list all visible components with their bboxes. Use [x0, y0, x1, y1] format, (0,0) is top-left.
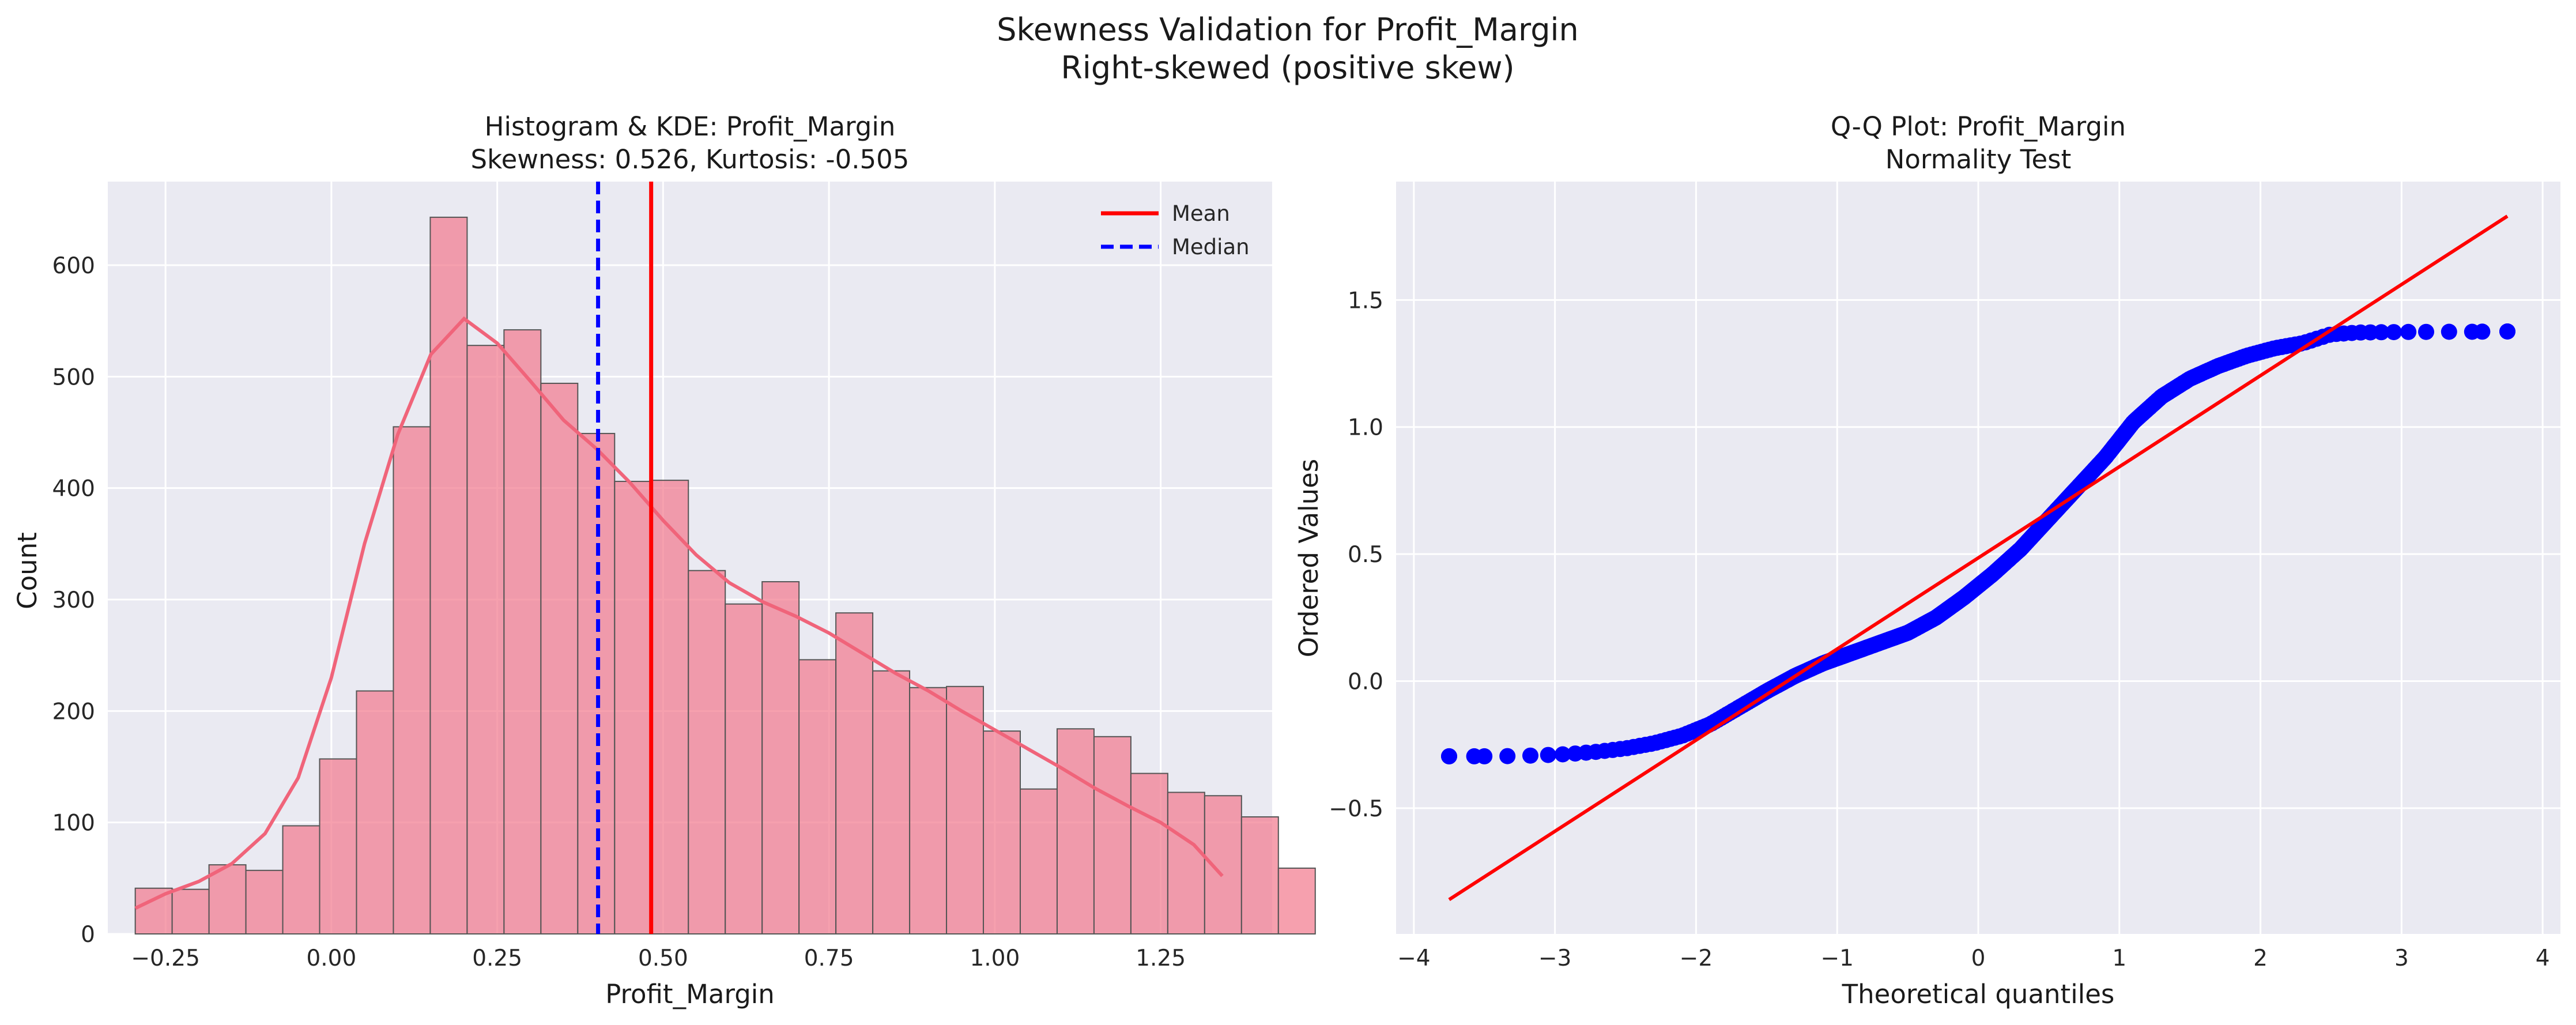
qq-x-tick-label: 1: [2112, 945, 2126, 971]
histogram-bar: [688, 570, 726, 934]
histogram-bar: [171, 888, 210, 934]
histogram-title-line-1: Histogram & KDE: Profit_Margin: [485, 111, 896, 142]
histogram-bar: [282, 825, 320, 935]
legend-mean-label: Mean: [1172, 201, 1230, 226]
qq-plot-panel: Q-Q Plot: Profit_Margin Normality Test T…: [1293, 111, 2560, 1009]
qq-x-tick-label: −2: [1680, 945, 1713, 971]
histogram-x-axis-label: Profit_Margin: [605, 979, 775, 1009]
histogram-bar: [1019, 788, 1058, 934]
histogram-bar: [319, 758, 357, 934]
histogram-x-tick-label: 0.00: [306, 945, 356, 971]
histogram-bar: [1056, 728, 1095, 935]
qq-x-tick-label: −4: [1397, 945, 1431, 971]
qq-title-line-2: Normality Test: [1885, 144, 2072, 175]
qq-y-axis-label: Ordered Values: [1293, 459, 1324, 657]
histogram-bar: [429, 216, 468, 934]
qq-point: [2441, 323, 2457, 340]
qq-x-tick-label: 2: [2253, 945, 2268, 971]
histogram-bar: [134, 887, 173, 934]
qq-x-tick-label: 4: [2536, 945, 2550, 971]
histogram-bars: [134, 216, 1316, 935]
qq-point: [2418, 323, 2434, 340]
qq-point: [2373, 324, 2390, 341]
histogram-bar: [725, 603, 763, 934]
histogram-bar: [393, 426, 431, 934]
qq-point: [1499, 748, 1516, 764]
histogram-bar: [503, 329, 542, 935]
histogram-bar: [1277, 867, 1316, 935]
histogram-bar: [909, 687, 948, 934]
histogram-x-tick-label: −0.25: [131, 945, 200, 971]
histogram-bar: [1167, 792, 1205, 935]
histogram-x-tick-label: 1.00: [970, 945, 1020, 971]
histogram-bar: [1093, 736, 1132, 935]
histogram-x-tick-label: 0.75: [804, 945, 854, 971]
histogram-bar: [872, 670, 911, 934]
qq-y-tick-label: 0.5: [1348, 542, 1383, 568]
histogram-bar: [1130, 772, 1168, 934]
histogram-bar: [1240, 816, 1279, 934]
qq-x-axis-label: Theoretical quantiles: [1842, 979, 2115, 1009]
qq-point: [1540, 747, 1556, 763]
histogram-x-tick-label: 1.25: [1136, 945, 1186, 971]
histogram-bar: [540, 382, 579, 934]
qq-point: [1441, 748, 1457, 764]
kde-curve: [134, 316, 1224, 910]
qq-fit-line: [1448, 214, 2509, 902]
qq-y-tick-label: 0.0: [1348, 669, 1383, 695]
qq-y-tick-label: −0.5: [1329, 796, 1383, 822]
histogram-legend: Mean Median: [1101, 201, 1250, 259]
histogram-bar: [614, 481, 653, 934]
reference-lines: [596, 182, 654, 934]
qq-point: [2385, 324, 2402, 341]
qq-point: [1476, 748, 1493, 764]
suptitle-line-1: Skewness Validation for Profit_Margin: [997, 12, 1578, 48]
qq-point: [2499, 323, 2515, 340]
histogram-bar: [356, 690, 394, 934]
histogram-y-tick-label: 100: [52, 811, 95, 836]
histogram-y-tick-label: 500: [52, 364, 95, 390]
qq-x-tick-label: 3: [2394, 945, 2409, 971]
histogram-x-tick-label: 0.25: [472, 945, 522, 971]
histogram-y-tick-label: 300: [52, 587, 95, 613]
histogram-y-tick-label: 200: [52, 699, 95, 725]
histogram-bar: [798, 659, 837, 935]
histogram-y-axis-label: Count: [12, 532, 43, 609]
histogram-bar: [946, 685, 985, 935]
qq-y-tick-label: 1.0: [1348, 415, 1383, 441]
qq-tick-labels: −4 −3 −2 −1 0 1 2 3 4 −0.5 0.0 0.5 1.0 1.5: [1329, 288, 2549, 971]
histogram-bar: [208, 864, 247, 934]
legend-median-label: Median: [1172, 235, 1250, 259]
histogram-panel: Histogram & KDE: Profit_Margin Skewness:…: [12, 111, 1316, 1009]
qq-x-tick-label: 0: [1971, 945, 1986, 971]
qq-point: [1522, 747, 1538, 764]
qq-x-tick-label: −3: [1538, 945, 1572, 971]
qq-point: [2464, 323, 2480, 340]
qq-point: [2400, 323, 2417, 340]
histogram-bar: [466, 345, 505, 934]
histogram-title-line-2: Skewness: 0.526, Kurtosis: -0.505: [471, 144, 910, 175]
histogram-x-tick-label: 0.50: [638, 945, 688, 971]
qq-x-tick-label: −1: [1820, 945, 1854, 971]
qq-point: [1555, 746, 1571, 763]
histogram-bar: [761, 581, 800, 934]
suptitle-line-2: Right-skewed (positive skew): [1061, 50, 1514, 86]
qq-y-tick-label: 1.5: [1348, 288, 1383, 314]
histogram-y-tick-label: 0: [81, 922, 95, 948]
histogram-y-tick-label: 400: [52, 476, 95, 502]
qq-title-line-1: Q-Q Plot: Profit_Margin: [1831, 111, 2126, 142]
histogram-y-tick-label: 600: [52, 253, 95, 279]
histogram-bar: [983, 730, 1021, 934]
histogram-bar: [835, 612, 874, 934]
histogram-bar: [245, 869, 284, 935]
histogram-tick-labels: −0.25 0.00 0.25 0.50 0.75 1.00 1.25 0 100 200 300 4…: [52, 253, 1186, 971]
histogram-bar: [651, 480, 689, 934]
